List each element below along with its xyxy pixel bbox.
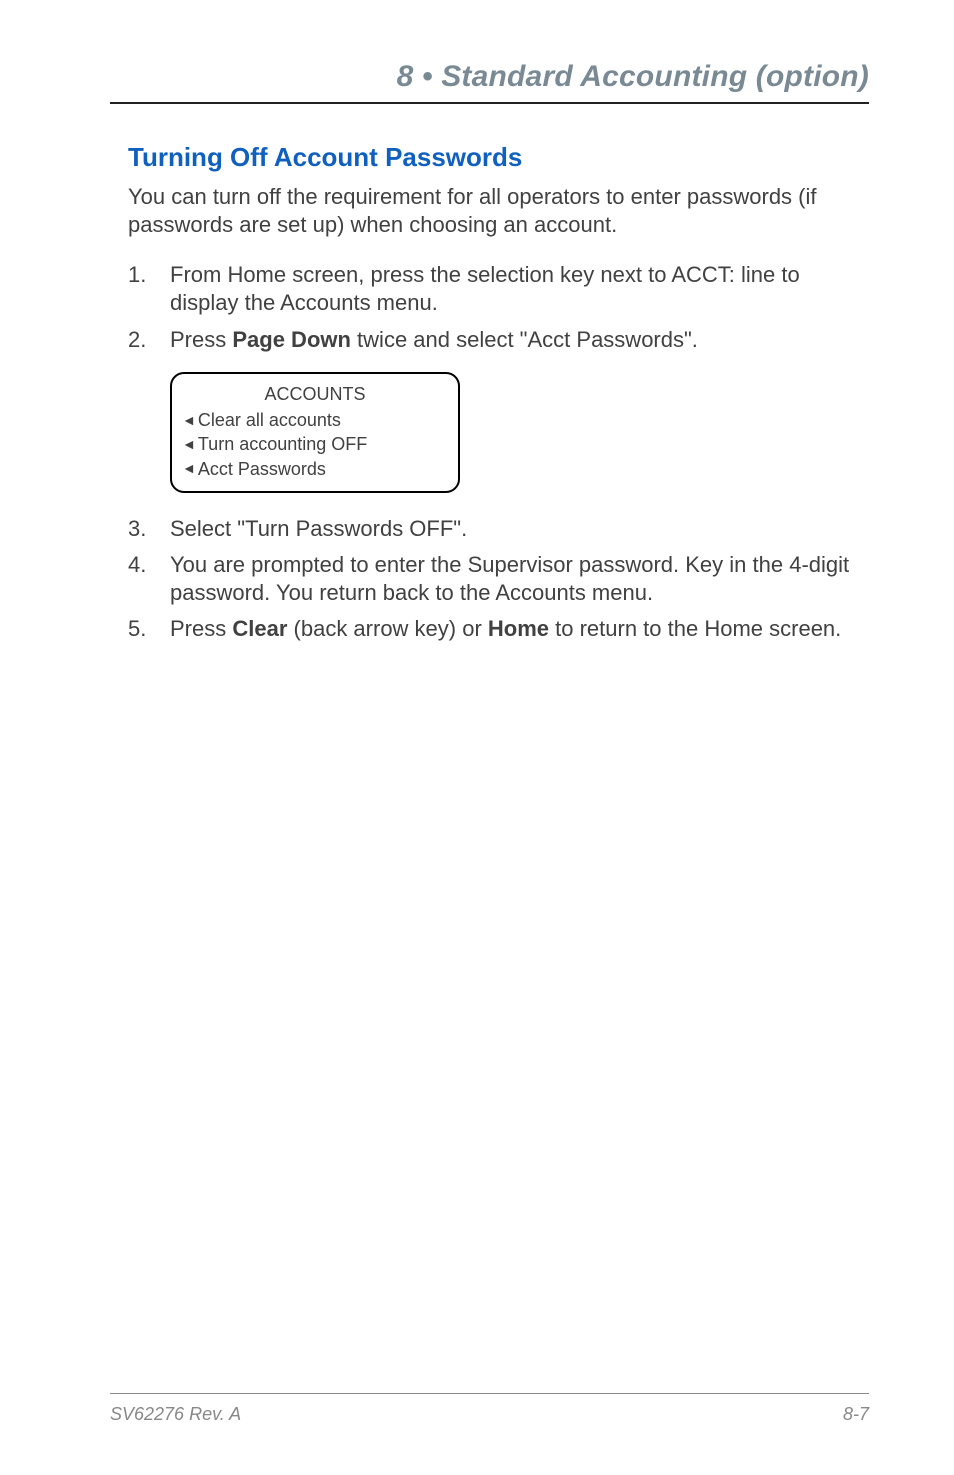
footer-row: SV62276 Rev. A 8-7	[110, 1404, 869, 1425]
steps-list: From Home screen, press the selection ke…	[128, 261, 869, 353]
section-heading: Turning Off Account Passwords	[128, 142, 869, 173]
step-2-bold: Page Down	[232, 327, 351, 352]
steps-list-continued: Select "Turn Passwords OFF". You are pro…	[128, 515, 869, 644]
intro-paragraph: You can turn off the requirement for all…	[128, 183, 869, 239]
step-5-bold1: Clear	[232, 616, 287, 641]
step-5-bold2: Home	[488, 616, 549, 641]
lcd-line-2-text: Turn accounting OFF	[198, 434, 367, 454]
page-footer: SV62276 Rev. A 8-7	[110, 1393, 869, 1425]
footer-revision: SV62276 Rev. A	[110, 1404, 241, 1425]
lcd-title: ACCOUNTS	[182, 382, 448, 406]
step-2: Press Page Down twice and select "Acct P…	[128, 326, 869, 354]
lcd-screen-illustration: ACCOUNTS ◄Clear all accounts ◄Turn accou…	[170, 372, 869, 493]
lcd-screen-box: ACCOUNTS ◄Clear all accounts ◄Turn accou…	[170, 372, 460, 493]
left-triangle-icon: ◄	[182, 411, 196, 430]
lcd-line-3: ◄Acct Passwords	[182, 457, 448, 481]
lcd-line-1: ◄Clear all accounts	[182, 408, 448, 432]
document-page: 8 • Standard Accounting (option) Turning…	[0, 0, 954, 1475]
step-2-pre: Press	[170, 327, 232, 352]
step-4: You are prompted to enter the Supervisor…	[128, 551, 869, 607]
step-3: Select "Turn Passwords OFF".	[128, 515, 869, 543]
step-5-mid: (back arrow key) or	[287, 616, 488, 641]
chapter-header: 8 • Standard Accounting (option)	[110, 60, 869, 104]
step-5-pre: Press	[170, 616, 232, 641]
lcd-line-2: ◄Turn accounting OFF	[182, 432, 448, 456]
step-5: Press Clear (back arrow key) or Home to …	[128, 615, 869, 643]
lcd-line-3-text: Acct Passwords	[198, 459, 326, 479]
footer-page-number: 8-7	[843, 1404, 869, 1425]
step-1: From Home screen, press the selection ke…	[128, 261, 869, 317]
step-5-post: to return to the Home screen.	[549, 616, 841, 641]
lcd-line-1-text: Clear all accounts	[198, 410, 341, 430]
step-2-post: twice and select "Acct Passwords".	[351, 327, 698, 352]
left-triangle-icon: ◄	[182, 459, 196, 478]
left-triangle-icon: ◄	[182, 435, 196, 454]
